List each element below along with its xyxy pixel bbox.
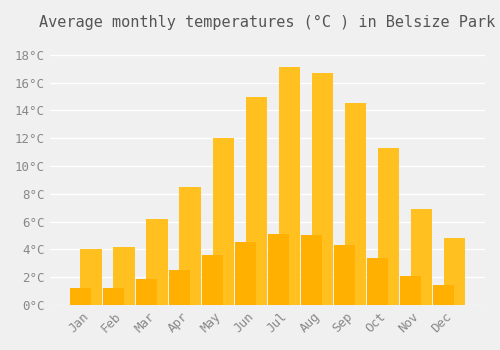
Bar xyxy=(278,67,300,305)
Bar xyxy=(146,219,168,305)
Bar xyxy=(80,250,102,305)
Bar xyxy=(344,104,366,305)
Bar xyxy=(70,288,91,305)
Bar xyxy=(202,255,223,305)
Bar xyxy=(235,243,256,305)
Bar xyxy=(136,279,157,305)
Bar xyxy=(246,97,267,305)
Bar xyxy=(367,258,388,305)
Bar xyxy=(433,285,454,305)
Bar xyxy=(168,270,190,305)
Bar xyxy=(400,276,421,305)
Bar xyxy=(312,73,333,305)
Bar xyxy=(268,234,289,305)
Bar xyxy=(410,209,432,305)
Bar xyxy=(444,238,465,305)
Title: Average monthly temperatures (°C ) in Belsize Park: Average monthly temperatures (°C ) in Be… xyxy=(40,15,496,30)
Bar xyxy=(114,247,135,305)
Bar xyxy=(102,287,124,305)
Bar xyxy=(180,187,201,305)
Bar xyxy=(212,138,234,305)
Bar xyxy=(334,245,355,305)
Bar xyxy=(301,236,322,305)
Bar xyxy=(378,148,399,305)
